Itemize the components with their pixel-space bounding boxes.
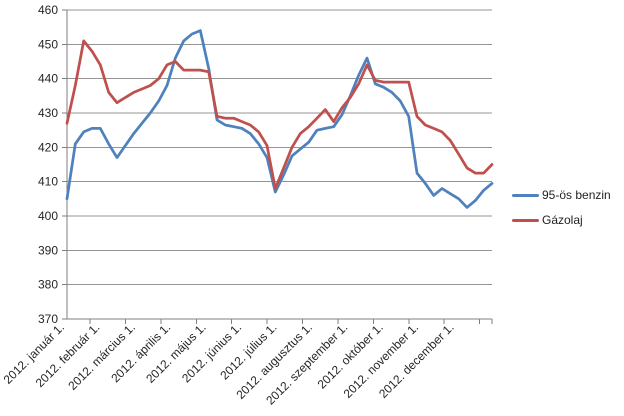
y-axis-tick-label: 460 <box>38 3 58 17</box>
legend-item-gazolaj: Gázolaj <box>512 213 611 227</box>
legend-item-benzin: 95-ös benzin <box>512 188 611 202</box>
y-axis-tick-label: 420 <box>38 140 58 154</box>
y-axis-tick-label: 430 <box>38 106 58 120</box>
legend-line-swatch-benzin <box>512 193 539 197</box>
legend-line-swatch-gazolaj <box>512 218 539 222</box>
y-axis-tick-label: 410 <box>38 175 58 189</box>
y-axis-tick-label: 400 <box>38 209 58 223</box>
y-axis-tick-label: 390 <box>38 243 58 257</box>
gridlines <box>67 9 492 320</box>
y-axis-tick-label: 450 <box>38 37 58 51</box>
series-lines <box>65 29 494 209</box>
x-axis: 2012. január 1.2012. február 1.2012. már… <box>1 318 493 407</box>
y-axis: 370 380 390 400 410 420 430 440 450 460 <box>38 3 68 326</box>
y-axis-tick-label: 370 <box>38 312 58 326</box>
legend-label-gazolaj: Gázolaj <box>542 213 583 227</box>
series-line-gazolaj <box>65 39 494 190</box>
series-line-benzin <box>65 29 494 209</box>
legend: 95-ös benzin Gázolaj <box>512 188 611 227</box>
legend-label-benzin: 95-ös benzin <box>542 188 611 202</box>
y-axis-tick-label: 380 <box>38 278 58 292</box>
y-axis-tick-label: 440 <box>38 72 58 86</box>
x-axis-tick-label: 2012. január 1. <box>1 320 68 387</box>
